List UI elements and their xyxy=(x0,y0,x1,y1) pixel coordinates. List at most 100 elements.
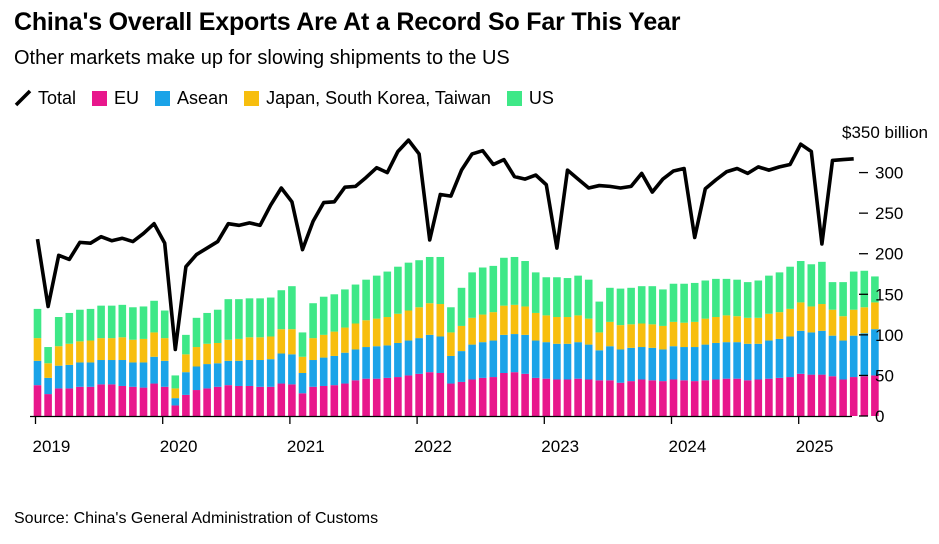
bar-us-28 xyxy=(330,294,339,332)
bar-japan-south-korea-taiwan-38 xyxy=(436,304,445,337)
bar-eu-32 xyxy=(372,378,381,416)
y-tick-label-300: 300 xyxy=(875,164,903,183)
bar-japan-south-korea-taiwan-60 xyxy=(669,321,678,347)
bar-asean-70 xyxy=(775,338,784,378)
bar-eu-65 xyxy=(722,378,731,416)
bar-us-55 xyxy=(616,288,625,326)
bar-japan-south-korea-taiwan-8 xyxy=(118,337,127,361)
bar-asean-49 xyxy=(553,343,561,380)
bar-us-24 xyxy=(288,286,296,330)
bar-japan-south-korea-taiwan-77 xyxy=(849,309,858,336)
bar-asean-58 xyxy=(648,347,657,381)
bar-us-69 xyxy=(765,275,773,314)
bar-us-13 xyxy=(171,375,180,389)
bar-japan-south-korea-taiwan-24 xyxy=(288,329,296,355)
bar-us-63 xyxy=(701,280,710,319)
bar-japan-south-korea-taiwan-32 xyxy=(372,318,381,347)
bar-japan-south-korea-taiwan-61 xyxy=(680,322,688,348)
bar-japan-south-korea-taiwan-56 xyxy=(627,324,635,348)
bar-asean-62 xyxy=(690,347,699,382)
x-tick-label-2024: 2024 xyxy=(669,437,707,456)
bar-eu-72 xyxy=(796,373,805,416)
bar-asean-59 xyxy=(659,349,667,382)
bar-eu-21 xyxy=(256,386,264,416)
bar-eu-31 xyxy=(362,378,370,416)
bar-us-38 xyxy=(436,256,445,305)
bar-eu-54 xyxy=(606,380,614,416)
legend-swatch-eu xyxy=(92,90,108,106)
bar-asean-45 xyxy=(510,334,519,373)
bar-us-16 xyxy=(203,312,211,344)
bar-eu-36 xyxy=(415,373,423,416)
bar-us-40 xyxy=(457,287,466,326)
legend-label-eu: EU xyxy=(114,87,140,108)
legend-swatch-us xyxy=(506,90,522,106)
bar-asean-75 xyxy=(828,335,837,377)
bar-eu-50 xyxy=(563,379,572,416)
bar-eu-25 xyxy=(298,393,307,416)
bar-asean-16 xyxy=(203,364,211,389)
bar-us-32 xyxy=(372,275,381,319)
bar-japan-south-korea-taiwan-22 xyxy=(266,336,275,360)
bar-asean-8 xyxy=(118,360,127,386)
bar-japan-south-korea-taiwan-12 xyxy=(160,338,169,361)
bar-asean-23 xyxy=(277,353,286,384)
bar-us-43 xyxy=(489,265,498,313)
bar-us-62 xyxy=(690,282,699,322)
legend-item-asean: Asean xyxy=(155,88,228,109)
bar-asean-43 xyxy=(489,340,498,378)
bar-japan-south-korea-taiwan-70 xyxy=(775,312,784,339)
x-tick-label-2025: 2025 xyxy=(796,437,834,456)
bar-us-34 xyxy=(394,266,402,314)
bar-japan-south-korea-taiwan-57 xyxy=(637,323,646,348)
bar-asean-51 xyxy=(574,342,582,379)
bar-japan-south-korea-taiwan-69 xyxy=(765,313,773,341)
bar-eu-7 xyxy=(107,384,116,416)
bar-japan-south-korea-taiwan-35 xyxy=(404,310,413,341)
bar-us-2 xyxy=(54,317,63,347)
bar-japan-south-korea-taiwan-30 xyxy=(351,323,360,350)
bar-japan-south-korea-taiwan-50 xyxy=(563,317,572,344)
bar-japan-south-korea-taiwan-3 xyxy=(65,343,74,365)
bar-asean-35 xyxy=(404,340,413,376)
bar-asean-72 xyxy=(796,330,805,374)
bar-japan-south-korea-taiwan-25 xyxy=(298,356,307,373)
bar-asean-38 xyxy=(436,336,445,373)
bar-asean-37 xyxy=(425,334,434,373)
bar-us-45 xyxy=(510,256,519,305)
bar-asean-65 xyxy=(722,342,731,379)
bar-eu-33 xyxy=(383,377,392,416)
legend-label-total: Total xyxy=(38,87,77,108)
bar-asean-27 xyxy=(319,357,328,386)
bar-us-75 xyxy=(828,282,837,310)
bar-japan-south-korea-taiwan-4 xyxy=(76,341,84,363)
bar-asean-40 xyxy=(457,351,466,382)
bar-eu-24 xyxy=(288,384,296,416)
bar-asean-19 xyxy=(235,360,243,386)
bar-eu-77 xyxy=(849,377,858,416)
bar-us-59 xyxy=(659,289,667,326)
bar-japan-south-korea-taiwan-29 xyxy=(341,327,349,353)
y-tick-label-250: 250 xyxy=(875,204,903,223)
bar-asean-78 xyxy=(860,333,869,377)
bar-asean-6 xyxy=(97,360,105,385)
bar-us-19 xyxy=(235,299,243,339)
bar-us-58 xyxy=(648,286,657,325)
chart-subtitle: Other markets make up for slowing shipme… xyxy=(14,47,510,69)
bar-asean-13 xyxy=(171,398,180,406)
bar-us-66 xyxy=(733,279,741,317)
bar-us-3 xyxy=(65,312,74,344)
bar-eu-70 xyxy=(775,377,784,416)
bar-us-48 xyxy=(542,277,551,316)
bar-eu-16 xyxy=(203,388,211,416)
bar-japan-south-korea-taiwan-5 xyxy=(86,340,95,363)
bar-asean-55 xyxy=(616,349,625,383)
bar-eu-59 xyxy=(659,381,667,416)
bar-japan-south-korea-taiwan-13 xyxy=(171,388,180,399)
bar-asean-74 xyxy=(818,330,826,375)
legend-swatch-asean xyxy=(155,90,171,106)
bar-japan-south-korea-taiwan-16 xyxy=(203,343,211,365)
bar-asean-69 xyxy=(765,340,773,379)
bar-japan-south-korea-taiwan-75 xyxy=(828,309,837,336)
bar-asean-14 xyxy=(182,372,190,395)
